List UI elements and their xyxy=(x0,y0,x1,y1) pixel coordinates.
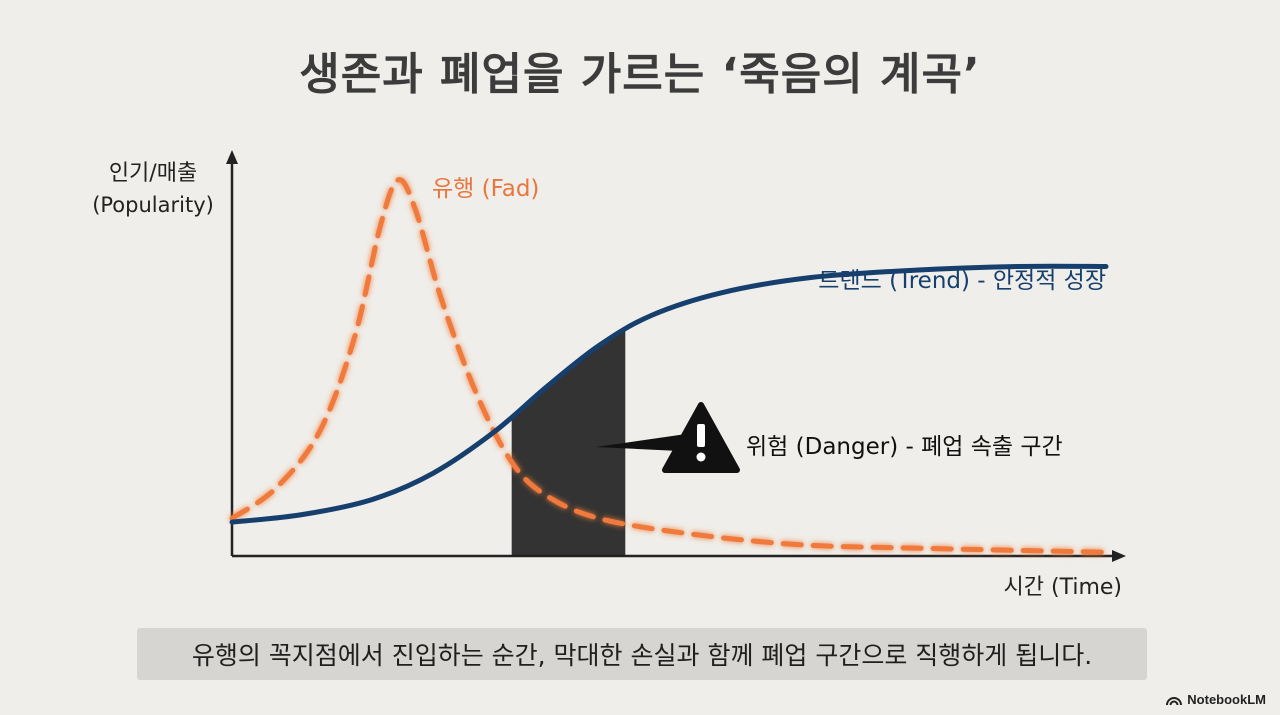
danger-shaded-region xyxy=(511,330,626,556)
y-axis-arrow xyxy=(226,150,238,164)
x-axis-arrow xyxy=(1112,550,1126,562)
warning-icon-dot xyxy=(696,452,706,462)
series-label-trend: 트렌드 (Trend) - 안정적 성장 xyxy=(818,268,1106,294)
caption-text: 유행의 꼭지점에서 진입하는 순간, 막대한 손실과 함께 폐업 구간으로 직행… xyxy=(191,641,1093,670)
danger-callout: 위험 (Danger) - 폐업 속출 구간 xyxy=(596,402,1063,473)
danger-label: 위험 (Danger) - 폐업 속출 구간 xyxy=(746,434,1063,460)
series-line-trend xyxy=(229,263,1109,525)
brand-watermark: NotebookLM xyxy=(1166,692,1266,707)
x-axis-label: 시간 (Time) xyxy=(1004,575,1122,600)
danger-zone xyxy=(511,330,626,556)
page-title: 생존과 폐업을 가르는 ‘죽음의 계곡’ xyxy=(299,49,981,100)
notebooklm-logo-icon xyxy=(1166,696,1183,705)
y-axis-label-sub: (Popularity) xyxy=(92,193,214,217)
caption-box: 유행의 꼭지점에서 진입하는 순간, 막대한 손실과 함께 폐업 구간으로 직행… xyxy=(137,628,1147,680)
series-label-fad: 유행 (Fad) xyxy=(432,176,539,202)
series-line-fad xyxy=(229,177,1109,555)
y-axis-label: 인기/매출 xyxy=(109,161,197,186)
brand-name: NotebookLM xyxy=(1187,692,1266,707)
warning-icon-bar xyxy=(697,424,705,447)
callout-pointer xyxy=(596,432,700,452)
